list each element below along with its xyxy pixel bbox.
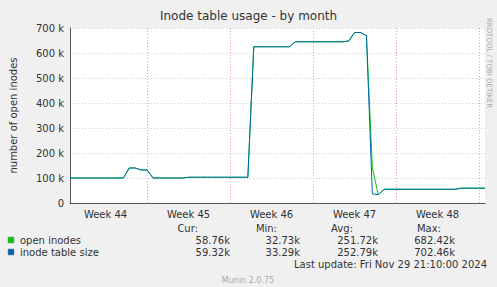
svg-text:Week 45: Week 45: [167, 209, 210, 220]
svg-text:100 k: 100 k: [36, 173, 64, 184]
svg-text:682.42k: 682.42k: [414, 235, 455, 246]
svg-text:Week 46: Week 46: [250, 209, 293, 220]
svg-text:inode table size: inode table size: [20, 247, 99, 258]
svg-text:700 k: 700 k: [36, 23, 64, 34]
svg-text:Cur:: Cur:: [177, 223, 198, 234]
svg-text:400 k: 400 k: [36, 98, 64, 109]
svg-text:Week 44: Week 44: [84, 209, 127, 220]
svg-text:59.32k: 59.32k: [196, 247, 231, 258]
svg-text:33.29k: 33.29k: [266, 247, 301, 258]
svg-text:0: 0: [58, 198, 64, 209]
svg-text:200 k: 200 k: [36, 148, 64, 159]
svg-text:Week 48: Week 48: [416, 209, 459, 220]
svg-text:300 k: 300 k: [36, 123, 64, 134]
svg-text:Avg:: Avg:: [331, 223, 353, 234]
svg-text:58.76k: 58.76k: [196, 235, 231, 246]
svg-text:Max:: Max:: [417, 223, 441, 234]
svg-text:Week 47: Week 47: [333, 209, 376, 220]
svg-text:600 k: 600 k: [36, 48, 64, 59]
svg-text:500 k: 500 k: [36, 73, 64, 84]
svg-text:open inodes: open inodes: [20, 235, 81, 246]
svg-text:Munin 2.0.75: Munin 2.0.75: [222, 276, 274, 285]
svg-text:number of open inodes: number of open inodes: [8, 57, 19, 173]
svg-text:Inode table usage - by month: Inode table usage - by month: [160, 9, 337, 23]
svg-text:702.46k: 702.46k: [414, 247, 455, 258]
svg-text:252.79k: 252.79k: [337, 247, 378, 258]
svg-text:Last update: Fri Nov 29 21:10:: Last update: Fri Nov 29 21:10:00 2024: [294, 259, 487, 270]
svg-text:32.73k: 32.73k: [266, 235, 301, 246]
svg-text:RRDTOOL / TOBI OETIKER: RRDTOOL / TOBI OETIKER: [485, 18, 493, 108]
svg-text:Min:: Min:: [256, 223, 277, 234]
svg-text:251.72k: 251.72k: [337, 235, 378, 246]
